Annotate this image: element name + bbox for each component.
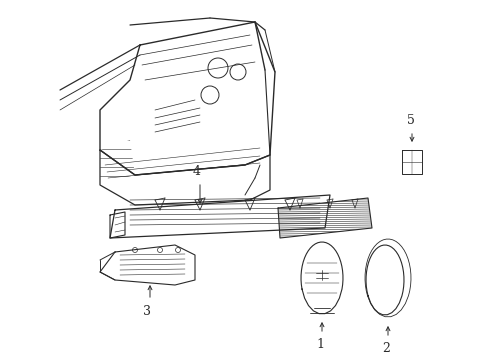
Text: 5: 5 xyxy=(407,114,415,127)
Text: 1: 1 xyxy=(316,338,324,351)
Text: 4: 4 xyxy=(193,165,201,178)
Text: 2: 2 xyxy=(382,342,390,355)
PathPatch shape xyxy=(278,198,372,238)
Text: 3: 3 xyxy=(143,305,151,318)
